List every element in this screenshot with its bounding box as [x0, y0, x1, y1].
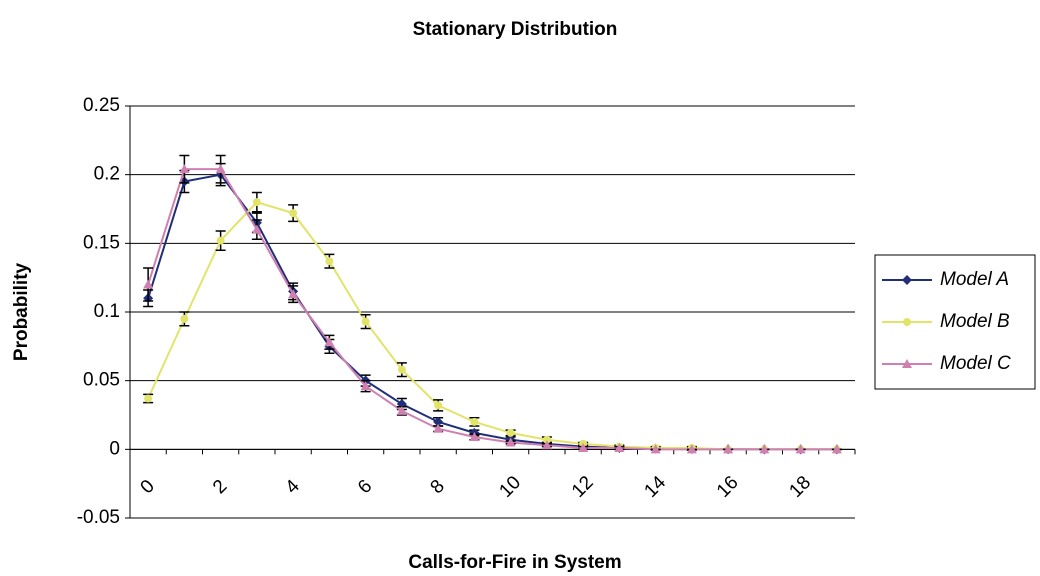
data-point — [505, 437, 516, 447]
data-point — [215, 164, 226, 174]
series-line — [147, 168, 837, 451]
data-point — [397, 365, 406, 374]
data-point — [469, 431, 480, 441]
data-point — [143, 279, 154, 289]
data-point — [361, 317, 370, 326]
data-point — [795, 444, 806, 454]
x-tick-label: 12 — [568, 472, 598, 502]
legend-label: Model B — [940, 311, 1010, 332]
x-tick-label: 8 — [427, 476, 449, 498]
data-point — [542, 435, 551, 444]
x-tick-label: 2 — [209, 476, 231, 498]
x-tick-label: 18 — [785, 472, 815, 502]
data-point — [289, 209, 298, 218]
x-axis-label: Calls-for-Fire in System — [408, 552, 621, 573]
series-line — [147, 200, 837, 451]
data-point — [288, 289, 299, 299]
x-tick-label: 6 — [354, 476, 376, 498]
y-tick-label: -0.05 — [77, 507, 120, 528]
x-tick-label: 0 — [137, 476, 159, 498]
y-tick-label: 0.2 — [94, 164, 120, 185]
data-point — [433, 416, 444, 427]
legend-label: Model C — [940, 353, 1011, 374]
y-tick-label: 0 — [109, 438, 120, 459]
data-point — [396, 405, 407, 415]
data-point — [686, 444, 697, 454]
x-tick-label: 14 — [640, 472, 670, 502]
y-tick-label: 0.25 — [83, 95, 120, 116]
data-point — [506, 428, 515, 437]
data-point — [179, 164, 190, 174]
data-point — [144, 394, 153, 403]
y-tick-label: 0.1 — [94, 301, 120, 322]
data-point — [324, 337, 335, 347]
data-point — [470, 417, 479, 426]
legend-label: Model A — [940, 269, 1009, 290]
y-tick-label: 0.15 — [83, 232, 120, 253]
chart-title: Stationary Distribution — [413, 19, 618, 40]
data-point — [433, 423, 444, 433]
data-point — [650, 444, 661, 454]
data-point — [723, 444, 734, 454]
data-point — [216, 236, 225, 245]
data-point — [578, 442, 589, 452]
data-point — [434, 401, 443, 410]
x-tick-label: 4 — [282, 476, 305, 499]
data-point — [252, 198, 261, 207]
x-tick-label: 10 — [495, 472, 525, 502]
data-point — [831, 444, 842, 454]
data-point — [541, 440, 552, 450]
y-axis-label: Probability — [11, 262, 32, 361]
legend-marker — [902, 275, 912, 285]
data-point — [360, 381, 371, 391]
data-point — [180, 314, 189, 323]
data-point — [325, 257, 334, 266]
x-tick-label: 16 — [713, 472, 743, 502]
data-point — [759, 444, 770, 454]
data-point — [251, 224, 262, 234]
legend-marker — [903, 318, 911, 326]
data-point — [614, 442, 625, 452]
y-tick-label: 0.05 — [83, 370, 120, 391]
legend-marker — [902, 359, 912, 368]
